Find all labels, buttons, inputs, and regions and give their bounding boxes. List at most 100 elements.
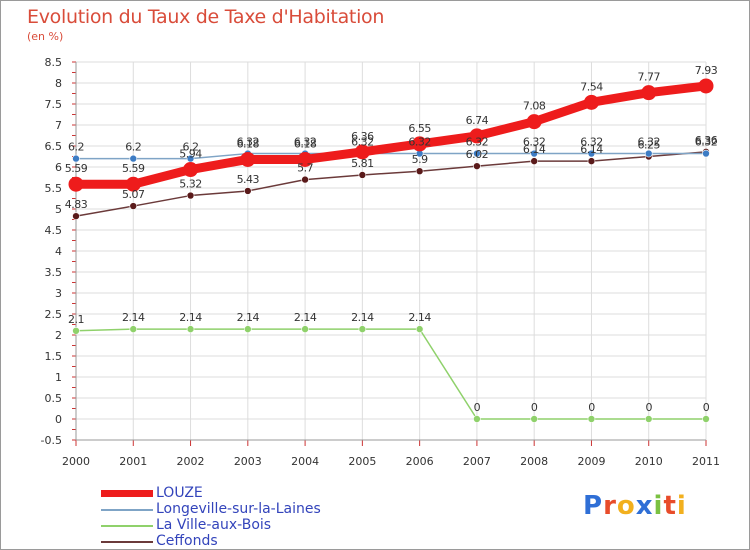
data-point (473, 415, 481, 423)
data-label: 5.7 (297, 162, 313, 175)
data-point (587, 149, 596, 158)
data-label: 7.54 (580, 80, 603, 93)
data-label: 6.36 (351, 130, 374, 143)
legend-swatch-longeville (101, 509, 153, 511)
brand-letter: o (616, 491, 636, 521)
data-label: 6.32 (637, 136, 660, 149)
legend-label: Longeville-sur-la-Laines (156, 501, 321, 517)
y-tick-label: 4.5 (45, 224, 63, 237)
brand-logo: Proxiti (583, 491, 687, 521)
data-point (358, 325, 367, 333)
data-label: 2.14 (351, 311, 374, 324)
data-label: 6.18 (294, 137, 317, 150)
series-line-1 (75, 152, 707, 160)
data-label: 6.25 (637, 139, 660, 152)
data-point (68, 176, 84, 192)
data-label: 7.08 (523, 100, 546, 113)
data-label: 5.43 (237, 173, 260, 186)
data-label: 6.32 (237, 136, 260, 149)
data-point (301, 175, 309, 184)
x-tick-label: 2008 (520, 455, 548, 468)
data-point (240, 151, 256, 167)
data-label: 6.36 (695, 134, 718, 147)
data-label: 0 (474, 401, 481, 414)
data-label: 7.93 (695, 64, 718, 77)
data-point (72, 326, 80, 335)
data-point (530, 157, 538, 165)
x-tick-label: 2011 (692, 455, 720, 468)
data-point (587, 415, 596, 423)
y-tick-label: 2.5 (45, 308, 63, 321)
data-label: 7.77 (637, 71, 660, 84)
brand-letter: i (676, 491, 687, 521)
data-label: 6.14 (523, 143, 546, 156)
data-point (186, 191, 195, 200)
data-label: 5.07 (122, 188, 145, 201)
data-label: 6.32 (351, 136, 374, 149)
x-tick-label: 2003 (234, 455, 262, 468)
legend-swatch-ceffonds (101, 541, 153, 543)
y-tick-label: 6.5 (45, 140, 63, 153)
page-title: Evolution du Taux de Taxe d'Habitation (27, 6, 385, 28)
data-point (186, 325, 195, 333)
y-tick-label: 3 (55, 287, 62, 300)
data-label: 2.1 (68, 313, 84, 326)
x-tick-label: 2009 (577, 455, 605, 468)
data-point (583, 94, 599, 110)
y-tick-label: 4 (55, 245, 62, 258)
legend-label: La Ville-aux-Bois (156, 517, 272, 533)
data-label: 2.14 (237, 311, 260, 324)
brand-letter: i (653, 491, 664, 521)
data-label: 6.14 (580, 143, 603, 156)
data-point (183, 162, 199, 178)
y-tick-label: 5.5 (45, 182, 63, 195)
legend-label: Ceffonds (156, 533, 218, 549)
data-label: 2.14 (122, 311, 145, 324)
data-label: 0 (645, 401, 652, 414)
data-label: 6.2 (183, 141, 199, 154)
data-point (415, 167, 424, 175)
data-point (641, 85, 657, 101)
y-tick-label: 1 (55, 371, 62, 384)
x-tick-label: 2007 (463, 455, 491, 468)
x-tick-label: 2006 (406, 455, 434, 468)
y-tick-label: 1.5 (45, 350, 63, 363)
data-point (702, 149, 710, 158)
y-tick-label: 6 (55, 161, 62, 174)
data-point (644, 149, 653, 158)
data-point (473, 149, 481, 158)
data-point (244, 187, 252, 195)
series-line-2 (75, 328, 707, 420)
y-tick-label: 0 (55, 413, 62, 426)
data-label: 6.2 (68, 141, 84, 154)
y-tick-label: 5 (55, 203, 62, 216)
y-tick-label: 8 (55, 77, 62, 90)
data-label: 5.81 (351, 157, 374, 170)
brand-letter: r (603, 491, 617, 521)
y-tick-label: -0.5 (41, 434, 62, 447)
data-point (72, 154, 80, 163)
data-point (354, 144, 370, 160)
data-point (530, 149, 538, 158)
data-point (698, 78, 714, 94)
data-point (644, 415, 653, 423)
data-label: 2.14 (408, 311, 431, 324)
data-label: 6.32 (408, 136, 431, 149)
data-point (702, 415, 710, 423)
data-point (129, 325, 138, 333)
data-point (129, 202, 138, 210)
data-label: 6.32 (523, 136, 546, 149)
data-label: 6.32 (580, 136, 603, 149)
data-point (297, 151, 313, 167)
data-point (244, 325, 252, 333)
data-point (587, 157, 596, 165)
data-label: 6.32 (695, 136, 718, 149)
x-tick-label: 2001 (119, 455, 147, 468)
data-label: 6.2 (125, 141, 141, 154)
data-label: 6.74 (466, 114, 489, 127)
x-tick-label: 2005 (348, 455, 376, 468)
data-label: 2.14 (294, 311, 317, 324)
y-tick-label: 0.5 (45, 392, 63, 405)
brand-letter: x (635, 491, 654, 521)
